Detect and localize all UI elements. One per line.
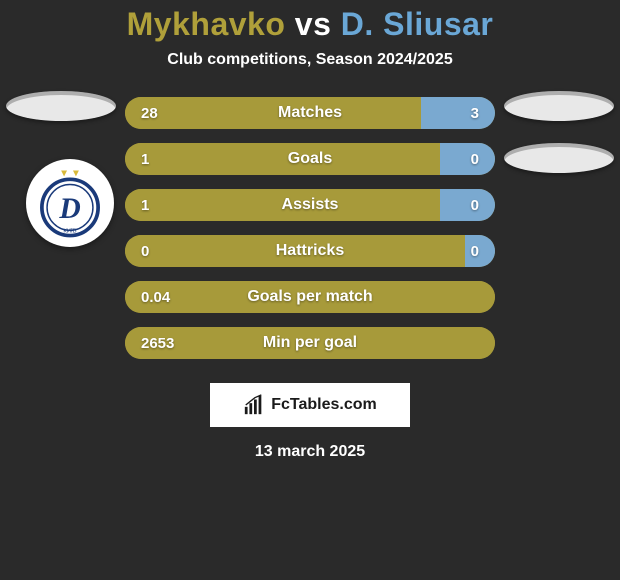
stat-left-segment bbox=[125, 281, 495, 313]
subtitle: Club competitions, Season 2024/2025 bbox=[0, 51, 620, 69]
player2-badge-placeholder-1 bbox=[504, 91, 614, 121]
stat-left-segment bbox=[125, 143, 440, 175]
stat-right-segment bbox=[421, 97, 495, 129]
stat-left-segment bbox=[125, 327, 495, 359]
club-badge: D КИЇВ bbox=[26, 159, 114, 247]
content-area: D КИЇВ Matches283Goals10Assists10Hattric… bbox=[0, 97, 620, 461]
infographic-root: Mykhavko vs D. Sliusar Club competitions… bbox=[0, 0, 620, 461]
stat-left-value: 1 bbox=[141, 151, 149, 168]
fctables-icon bbox=[243, 394, 265, 416]
stat-right-segment bbox=[440, 189, 496, 221]
stat-left-value: 2653 bbox=[141, 335, 174, 352]
dynamo-kyiv-icon: D КИЇВ bbox=[33, 166, 107, 240]
svg-text:КИЇВ: КИЇВ bbox=[63, 228, 76, 235]
stat-right-value: 0 bbox=[471, 243, 479, 260]
stat-left-segment bbox=[125, 235, 465, 267]
stat-left-value: 0.04 bbox=[141, 289, 170, 306]
stat-left-segment bbox=[125, 189, 440, 221]
player1-name: Mykhavko bbox=[127, 6, 286, 42]
stat-right-segment bbox=[440, 143, 496, 175]
stats-bars: Matches283Goals10Assists10Hattricks00Goa… bbox=[125, 97, 495, 359]
stat-row: Matches283 bbox=[125, 97, 495, 129]
page-title: Mykhavko vs D. Sliusar bbox=[0, 6, 620, 43]
svg-text:D: D bbox=[58, 193, 80, 225]
date-label: 13 march 2025 bbox=[0, 443, 620, 461]
brand-text: FcTables.com bbox=[271, 396, 377, 414]
brand-box: FcTables.com bbox=[210, 383, 410, 427]
player2-badge-placeholder-2 bbox=[504, 143, 614, 173]
stat-right-value: 0 bbox=[471, 197, 479, 214]
stat-right-value: 0 bbox=[471, 151, 479, 168]
stat-left-value: 1 bbox=[141, 197, 149, 214]
stat-left-segment bbox=[125, 97, 421, 129]
player1-badge-placeholder bbox=[6, 91, 116, 121]
stat-row: Assists10 bbox=[125, 189, 495, 221]
stat-row: Min per goal2653 bbox=[125, 327, 495, 359]
stat-row: Goals10 bbox=[125, 143, 495, 175]
stat-left-value: 28 bbox=[141, 105, 158, 122]
stat-left-value: 0 bbox=[141, 243, 149, 260]
vs-label: vs bbox=[295, 6, 332, 42]
stat-row: Hattricks00 bbox=[125, 235, 495, 267]
player2-name: D. Sliusar bbox=[341, 6, 494, 42]
stat-right-value: 3 bbox=[471, 105, 479, 122]
stat-row: Goals per match0.04 bbox=[125, 281, 495, 313]
